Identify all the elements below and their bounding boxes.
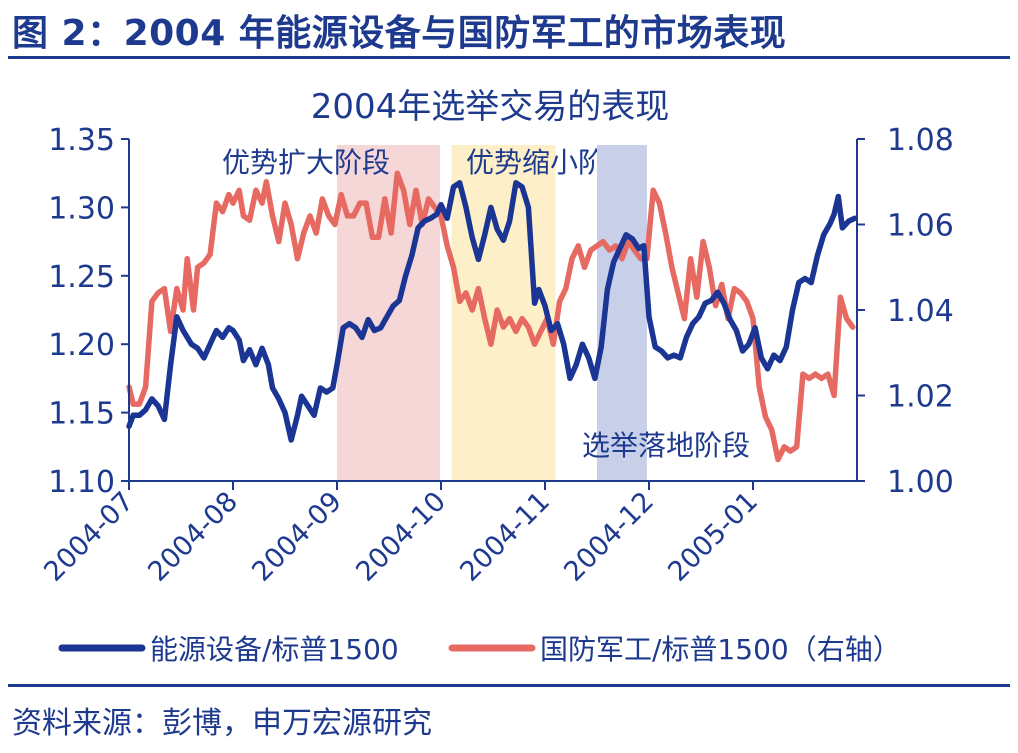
phase-label-3: 选举落地阶段 <box>582 429 750 462</box>
figure-title: 图 2：2004 年能源设备与国防军工的市场表现 <box>12 13 787 54</box>
legend-label-2: 国防军工/标普1500（右轴） <box>540 633 901 666</box>
x-tick-label: 2004-09 <box>246 486 348 588</box>
x-tick-label: 2004-11 <box>454 486 556 588</box>
legend: 能源设备/标普1500 国防军工/标普1500（右轴） <box>58 633 901 666</box>
right-tick-label: 1.04 <box>887 294 954 329</box>
x-tick-label: 2005-01 <box>662 486 764 588</box>
left-tick-label: 1.20 <box>48 328 115 363</box>
source-note: 资料来源：彭博，申万宏源研究 <box>12 706 432 741</box>
x-tick-label: 2004-07 <box>38 486 140 588</box>
phase-band-2 <box>451 145 556 481</box>
phase-label-1: 优势扩大阶段 <box>222 146 390 179</box>
x-tick-label: 2004-08 <box>142 486 244 588</box>
x-tick-label: 2004-12 <box>558 486 660 588</box>
right-tick-label: 1.02 <box>887 380 954 415</box>
left-tick-label: 1.10 <box>48 465 115 500</box>
left-tick-label: 1.25 <box>48 260 115 295</box>
series-line-2 <box>126 170 856 463</box>
top-rule <box>8 56 1010 59</box>
right-tick-label: 1.08 <box>887 123 954 158</box>
left-tick-label: 1.15 <box>48 397 115 432</box>
legend-label-1: 能源设备/标普1500 <box>150 633 399 666</box>
series-lines <box>126 170 858 463</box>
x-tick-label: 2004-10 <box>350 486 452 588</box>
left-tick-label: 1.30 <box>48 191 115 226</box>
right-tick-label: 1.06 <box>887 209 954 244</box>
series-line-1 <box>126 180 858 443</box>
right-tick-label: 1.00 <box>887 465 954 500</box>
chart-title: 2004年选举交易的表现 <box>311 87 670 127</box>
bottom-rule <box>8 684 1010 687</box>
left-tick-label: 1.35 <box>48 123 115 158</box>
